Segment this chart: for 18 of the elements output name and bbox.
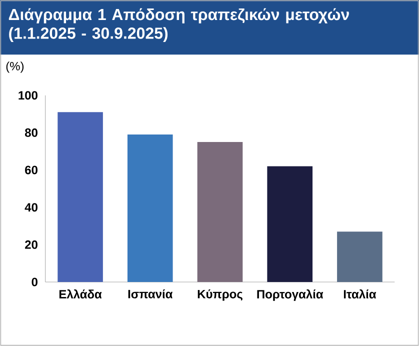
x-tick-label: Ισπανία — [128, 289, 173, 298]
bar — [197, 142, 243, 282]
y-tick-label: 20 — [25, 240, 38, 249]
y-tick-label: 40 — [24, 203, 38, 212]
y-tick-label: 100 — [18, 91, 38, 100]
y-axis-title: (%) — [6, 62, 24, 73]
y-tick-label: 0 — [32, 278, 38, 286]
bar — [337, 232, 382, 282]
x-tick-label: Ιταλία — [344, 289, 376, 298]
x-tick-label: Πορτογαλία — [257, 289, 324, 301]
bar — [58, 112, 103, 282]
x-tick-label: Ελλάδα — [59, 289, 102, 298]
chart-title: Διάγραμμα 1 Απόδοση τραπεζικών μετοχών (1.1.2025 - 30.9.2025) — [8, 8, 349, 42]
bar — [127, 134, 173, 282]
bar — [267, 166, 313, 282]
x-tick-label: Κύπρος — [198, 289, 242, 301]
y-tick-label: 60 — [25, 166, 38, 174]
y-tick-label: 80 — [24, 128, 38, 137]
